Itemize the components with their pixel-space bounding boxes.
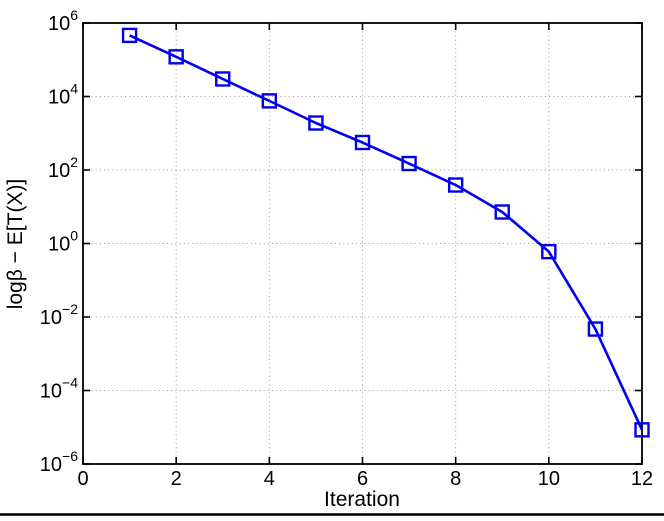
data-marker xyxy=(587,321,604,337)
data-marker xyxy=(541,243,557,260)
data-marker xyxy=(308,115,324,131)
tick-label-layer: 0 2 4 6 8 10 12 106 104 102 100 10−2 10−4 10−6 xyxy=(40,7,653,490)
data-series xyxy=(121,27,650,438)
y-tick-label: 102 xyxy=(48,154,78,182)
y-tick-label: 100 xyxy=(48,228,78,256)
data-marker xyxy=(401,155,417,172)
tick-layer xyxy=(82,22,643,465)
x-tick-label: 12 xyxy=(631,468,653,490)
x-tick-label: 6 xyxy=(357,468,368,490)
data-marker xyxy=(121,27,138,44)
x-tick-label: 4 xyxy=(264,468,275,490)
grid-layer xyxy=(83,23,642,464)
data-marker xyxy=(494,204,510,220)
y-tick-label: 10−2 xyxy=(40,301,78,329)
y-tick-label: 10−4 xyxy=(40,375,78,403)
y-tick-label: 106 xyxy=(48,7,78,35)
data-marker xyxy=(215,71,231,87)
x-tick-label: 10 xyxy=(538,468,560,490)
x-tick-label: 8 xyxy=(450,468,461,490)
y-axis-label: logβ − E[T(X)] xyxy=(4,179,27,310)
x-axis-label: Iteration xyxy=(324,488,400,511)
y-tick-label: 10−6 xyxy=(40,448,78,476)
x-tick-label: 2 xyxy=(171,468,182,490)
data-marker xyxy=(354,134,371,151)
data-marker xyxy=(447,177,464,193)
data-marker xyxy=(261,93,278,109)
data-line xyxy=(129,34,644,431)
data-marker xyxy=(634,422,650,438)
data-marker xyxy=(168,49,184,65)
x-tick-label: 0 xyxy=(77,468,88,490)
y-tick-label: 104 xyxy=(48,81,78,109)
